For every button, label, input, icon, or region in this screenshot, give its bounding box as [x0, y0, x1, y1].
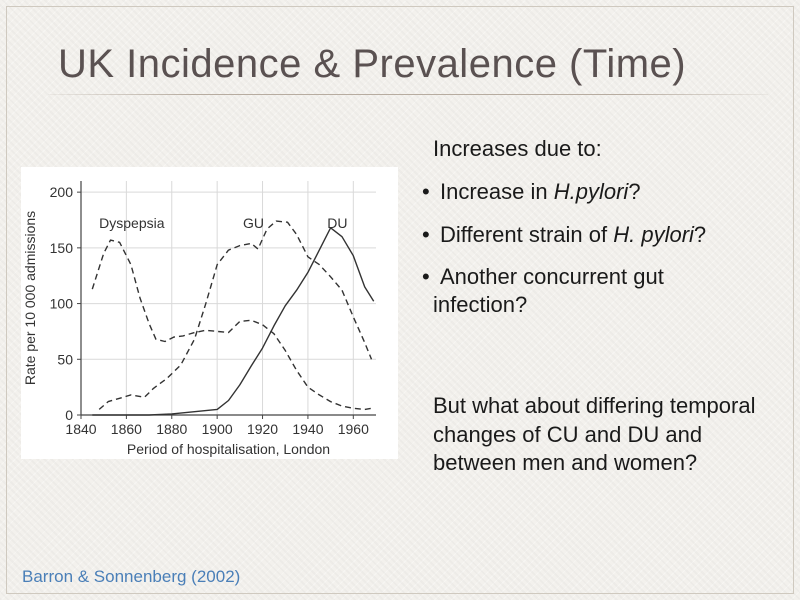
x-tick-label: 1960 [338, 421, 369, 437]
x-axis-label: Period of hospitalisation, London [127, 441, 330, 457]
x-tick-label: 1940 [292, 421, 323, 437]
series-label: DU [327, 215, 347, 231]
question-text: But what about differing temporal change… [433, 393, 756, 476]
bullet-dot-icon: • [422, 221, 430, 247]
citation: Barron & Sonnenberg (2002) [22, 567, 241, 586]
y-axis-label: Rate per 10 000 admissions [22, 211, 38, 385]
series-label: Dyspepsia [99, 215, 165, 231]
series-line-gu [98, 220, 373, 410]
bullet-list: • Increase in H.pylori? • Different strain… [422, 178, 782, 333]
series-layer [91, 220, 375, 416]
x-tick-label: 1880 [156, 421, 187, 437]
y-tick-label: 50 [57, 351, 73, 367]
bullet-dot-icon: • [422, 264, 430, 289]
y-tick-label: 0 [65, 407, 73, 423]
bullet-suffix: ? [628, 179, 641, 204]
bullet-italic: H. pylori [613, 221, 694, 247]
series-line-dyspepsia [91, 239, 372, 411]
bullet-item: • Increase in H.pylori? [422, 178, 782, 206]
series-line-du [92, 227, 375, 416]
x-tick-label: 1920 [247, 421, 278, 437]
x-tick-label: 1860 [111, 421, 142, 437]
line-chart: 1840 1860 1880 1900 1920 1940 1960 0 50 100 150 200… [22, 181, 376, 457]
x-tick-label: 1900 [202, 421, 233, 437]
intro-text: Increases due to: [433, 136, 602, 161]
slide-title: UK Incidence & Prevalence (Time) [58, 42, 687, 86]
bullet-text: Another concurrent gut [440, 264, 664, 289]
y-tick-label: 150 [50, 240, 74, 256]
bullet-text-line2: infection? [433, 291, 528, 317]
bullet-item: • Another concurrent gut infection? [422, 263, 782, 318]
x-tick-label: 1840 [65, 421, 96, 437]
slide-frame [6, 6, 794, 594]
title-divider [48, 94, 768, 95]
y-tick-label: 100 [50, 296, 74, 312]
bullet-italic: H.pylori [553, 179, 629, 204]
bullet-item: • Different strain of H. pylori? [422, 221, 782, 249]
label-layer: 1840 1860 1880 1900 1920 1940 1960 0 50 100 150 200… [22, 184, 369, 457]
bullet-dot-icon: • [422, 179, 430, 204]
y-tick-label: 200 [50, 184, 74, 200]
series-label: GU [243, 215, 264, 231]
chart-panel: 1840 1860 1880 1900 1920 1940 1960 0 50 100 150 200… [21, 167, 398, 459]
bullet-text: Different strain of [440, 221, 614, 247]
bullet-suffix: ? [693, 221, 707, 247]
bullet-text: Increase in [440, 179, 554, 204]
